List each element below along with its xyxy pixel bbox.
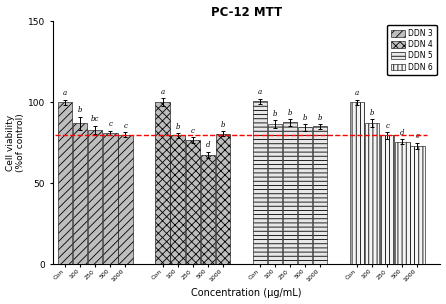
Bar — [170, 135, 185, 264]
X-axis label: Concentration (μg/mL): Concentration (μg/mL) — [191, 288, 302, 299]
Text: b: b — [78, 106, 83, 114]
Text: a: a — [258, 88, 262, 96]
Bar — [201, 155, 215, 264]
Text: bc: bc — [91, 115, 99, 123]
Text: b: b — [288, 109, 292, 117]
Text: b: b — [303, 114, 307, 122]
Bar — [73, 123, 87, 264]
Bar — [103, 133, 117, 264]
Bar — [395, 142, 409, 264]
Bar — [365, 123, 380, 264]
Text: a: a — [161, 88, 165, 96]
Text: b: b — [370, 109, 375, 117]
Bar — [283, 123, 297, 264]
Y-axis label: Cell viability
(%of control): Cell viability (%of control) — [5, 113, 25, 172]
Bar — [58, 102, 72, 264]
Text: b: b — [273, 109, 277, 118]
Text: b: b — [175, 123, 180, 130]
Text: d: d — [400, 129, 405, 137]
Text: b: b — [318, 114, 322, 122]
Title: PC-12 MTT: PC-12 MTT — [211, 5, 282, 19]
Text: e: e — [415, 132, 420, 140]
Bar — [410, 146, 425, 264]
Bar — [155, 102, 169, 264]
Text: a: a — [63, 89, 67, 97]
Text: c: c — [124, 122, 128, 130]
Bar — [298, 127, 312, 264]
Bar — [216, 134, 230, 264]
Bar — [350, 102, 364, 264]
Bar — [118, 135, 132, 264]
Bar — [268, 124, 282, 264]
Bar — [186, 140, 200, 264]
Bar — [380, 135, 395, 264]
Bar — [88, 130, 103, 264]
Text: c: c — [108, 120, 112, 128]
Legend: DDN 3, DDN 4, DDN 5, DDN 6: DDN 3, DDN 4, DDN 5, DDN 6 — [388, 25, 437, 75]
Text: d: d — [206, 141, 210, 149]
Bar — [313, 126, 327, 264]
Text: a: a — [355, 89, 359, 97]
Text: c: c — [385, 122, 389, 130]
Text: c: c — [191, 126, 194, 135]
Text: b: b — [220, 121, 225, 129]
Bar — [253, 101, 267, 264]
